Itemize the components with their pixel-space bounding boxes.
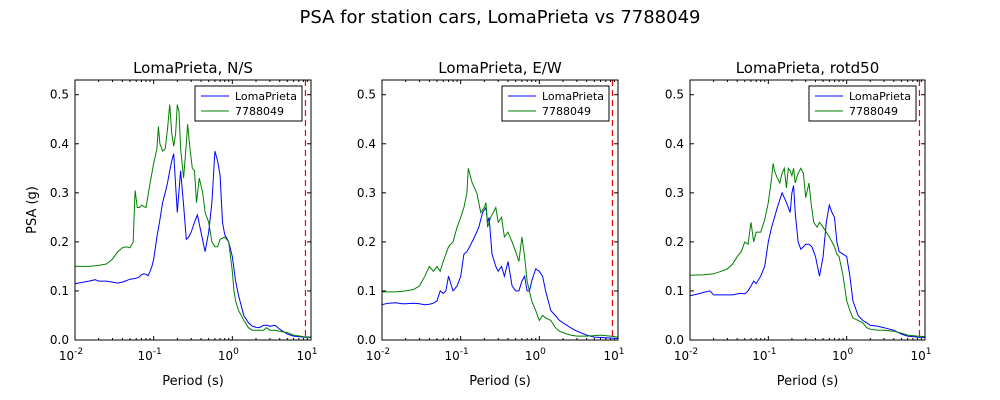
chart-panel-2: LomaPrieta, E/W 10-2 10-1 100 101 0.0 0.1 0.2 0.… [357, 59, 625, 389]
legend-box [501, 85, 610, 122]
y-tick-label: 0.3 [50, 186, 69, 200]
chart-panel-1: LomaPrieta, N/S 10-2 10-1 100 101 0.0 0.1 0.2 0.… [25, 59, 318, 389]
y-tick-label: 0.5 [357, 88, 376, 102]
figure-suptitle: PSA for station cars, LomaPrieta vs 7788… [300, 7, 701, 28]
chart-title: LomaPrieta, E/W [438, 59, 562, 77]
y-tick-label: 0.4 [357, 137, 376, 151]
legend-label: LomaPrieta [849, 90, 911, 103]
y-tick-label: 0.2 [357, 235, 376, 249]
y-tick-label: 0.3 [665, 186, 684, 200]
y-tick-label: 0.3 [357, 186, 376, 200]
legend-label: 7788049 [235, 105, 284, 118]
x-tick-label: 10-1 [138, 347, 162, 363]
x-axis-label: Period (s) [469, 374, 531, 389]
y-tick-label: 0.1 [665, 284, 684, 298]
chart-title: LomaPrieta, rotd50 [736, 59, 880, 77]
y-tick-label: 0.5 [665, 88, 684, 102]
x-tick-label: 10-1 [752, 347, 776, 363]
series-line-7788049 [382, 168, 618, 338]
series-line-7788049 [75, 104, 311, 338]
x-tick-label: 100 [525, 347, 546, 363]
legend-box [194, 85, 303, 122]
x-tick-label: 100 [832, 347, 853, 363]
series-line-lomaprieta [382, 206, 618, 339]
series-line-lomaprieta [690, 185, 925, 338]
legend-label: LomaPrieta [542, 90, 604, 103]
x-tick-label: 10-2 [674, 347, 698, 363]
x-axis-label: Period (s) [777, 374, 839, 389]
x-tick-label: 10-2 [59, 347, 83, 363]
axes-frame [689, 79, 926, 341]
legend-label: LomaPrieta [235, 90, 297, 103]
y-tick-label: 0.0 [357, 333, 376, 347]
y-tick-label: 0.5 [50, 88, 69, 102]
x-tick-label: 10-2 [366, 347, 390, 363]
series-line-7788049 [690, 163, 925, 338]
y-tick-label: 0.2 [50, 235, 69, 249]
legend-box [808, 85, 917, 122]
chart-panel-3: LomaPrieta, rotd50 10-2 10-1 100 101 0.0 0.1 0.… [665, 59, 932, 389]
legend: LomaPrieta 7788049 [808, 85, 917, 122]
chart-title: LomaPrieta, N/S [133, 59, 253, 77]
legend-label: 7788049 [542, 105, 591, 118]
y-tick-label: 0.1 [357, 284, 376, 298]
legend: LomaPrieta 7788049 [194, 85, 303, 122]
y-tick-label: 0.4 [665, 137, 684, 151]
x-tick-label: 101 [910, 347, 931, 363]
legend: LomaPrieta 7788049 [501, 85, 610, 122]
y-tick-label: 0.1 [50, 284, 69, 298]
x-tick-label: 100 [218, 347, 239, 363]
x-tick-label: 10-1 [445, 347, 469, 363]
y-tick-label: 0.0 [665, 333, 684, 347]
series-line-lomaprieta [75, 150, 311, 338]
axes-frame [381, 79, 619, 341]
y-tick-label: 0.4 [50, 137, 69, 151]
y-axis-label: PSA (g) [25, 186, 40, 234]
y-tick-label: 0.0 [50, 333, 69, 347]
x-axis-label: Period (s) [162, 374, 224, 389]
axes-frame [74, 79, 312, 341]
y-tick-label: 0.2 [665, 235, 684, 249]
x-tick-label: 101 [603, 347, 624, 363]
x-tick-label: 101 [296, 347, 317, 363]
legend-label: 7788049 [849, 105, 898, 118]
